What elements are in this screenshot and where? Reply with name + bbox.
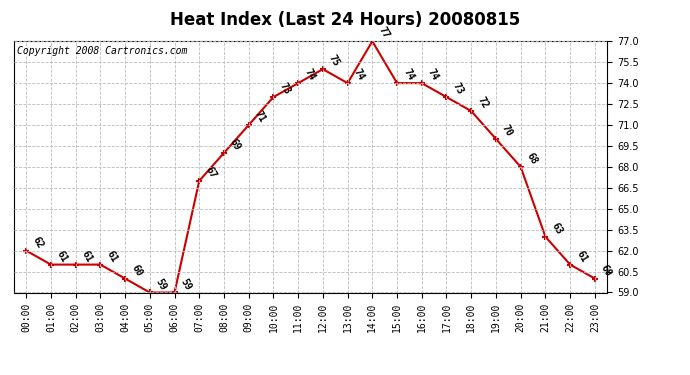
Text: 62: 62 — [30, 235, 45, 250]
Text: 69: 69 — [228, 137, 243, 152]
Text: 60: 60 — [129, 262, 144, 278]
Text: 60: 60 — [599, 262, 613, 278]
Text: 61: 61 — [574, 249, 589, 264]
Text: 72: 72 — [475, 95, 490, 110]
Text: Copyright 2008 Cartronics.com: Copyright 2008 Cartronics.com — [17, 46, 187, 56]
Text: 77: 77 — [377, 25, 391, 40]
Text: 67: 67 — [204, 165, 218, 180]
Text: 68: 68 — [525, 151, 540, 166]
Text: 61: 61 — [80, 249, 95, 264]
Text: 61: 61 — [55, 249, 70, 264]
Text: Heat Index (Last 24 Hours) 20080815: Heat Index (Last 24 Hours) 20080815 — [170, 11, 520, 29]
Text: 71: 71 — [253, 109, 268, 124]
Text: 75: 75 — [327, 53, 342, 68]
Text: 63: 63 — [549, 221, 564, 236]
Text: 73: 73 — [277, 81, 292, 96]
Text: 74: 74 — [426, 67, 440, 82]
Text: 73: 73 — [451, 81, 465, 96]
Text: 61: 61 — [104, 249, 119, 264]
Text: 70: 70 — [500, 123, 515, 138]
Text: 74: 74 — [401, 67, 416, 82]
Text: 59: 59 — [179, 276, 193, 292]
Text: 74: 74 — [302, 67, 317, 82]
Text: 74: 74 — [352, 67, 366, 82]
Text: 59: 59 — [154, 276, 168, 292]
